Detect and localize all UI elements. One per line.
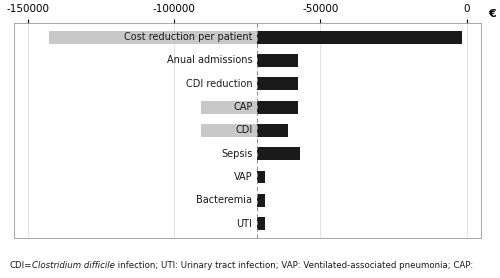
Bar: [257, 77, 298, 90]
Text: €: €: [488, 9, 496, 19]
Bar: [48, 31, 257, 44]
Bar: [257, 54, 298, 67]
Text: Anual admissions: Anual admissions: [167, 56, 252, 66]
Text: CDI reduction: CDI reduction: [186, 79, 252, 89]
Bar: [257, 171, 265, 183]
Bar: [257, 101, 298, 113]
Bar: [257, 124, 288, 137]
Text: Clostridium difficile: Clostridium difficile: [32, 261, 115, 270]
Text: infection; UTI: Urinary tract infection; VAP: Ventilated-associated pneumonia; C: infection; UTI: Urinary tract infection;…: [115, 261, 474, 270]
Text: CAP: CAP: [233, 102, 252, 112]
Text: VAP: VAP: [234, 172, 252, 182]
Bar: [257, 147, 300, 160]
Bar: [257, 31, 462, 44]
Bar: [257, 194, 265, 207]
Bar: [200, 124, 257, 137]
Bar: [257, 217, 265, 230]
Text: CDI: CDI: [235, 125, 252, 135]
Text: Cost reduction per patient: Cost reduction per patient: [124, 32, 252, 42]
Text: Sepsis: Sepsis: [221, 149, 252, 159]
Bar: [200, 101, 257, 113]
Text: Bacteremia: Bacteremia: [196, 195, 252, 205]
Text: CDI=: CDI=: [10, 261, 32, 270]
Text: UTI: UTI: [236, 219, 252, 229]
